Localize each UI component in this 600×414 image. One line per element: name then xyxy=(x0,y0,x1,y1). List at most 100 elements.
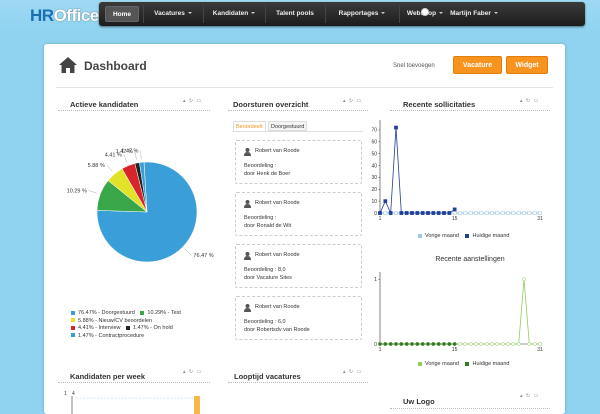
nav-vacatures[interactable]: Vacatures xyxy=(145,6,201,22)
tab-beoordeelt[interactable]: Beoordeelt xyxy=(233,121,266,131)
page-title: Dashboard xyxy=(84,59,147,73)
widget-divider xyxy=(58,382,210,383)
tab-doorgestuurd[interactable]: Doorgestuurd xyxy=(268,121,308,131)
widget-tools[interactable]: ▴ ↻ ▭ xyxy=(343,369,363,375)
nav-rapportages[interactable]: Rapportages xyxy=(327,6,397,22)
data-point xyxy=(484,342,489,346)
legend-item: 5.88% - Nieuw/CV beoordelen xyxy=(71,318,181,326)
data-point xyxy=(436,342,441,346)
slice-leader-line xyxy=(184,248,192,256)
pie-chart: 76.47 % 10.29 % 5.88 %4.41 %1.47 %1.47 % xyxy=(67,148,214,263)
data-point xyxy=(394,342,398,346)
widget-tools[interactable]: ▴ ↻ ▭ xyxy=(183,98,203,104)
y-tick-label: 50 xyxy=(371,151,377,157)
nav-divider xyxy=(143,5,144,23)
data-point xyxy=(500,211,505,215)
user-avatar-icon[interactable] xyxy=(421,8,429,16)
y-tick-label: 40 xyxy=(371,163,377,169)
nav-kandidaten[interactable]: Kandidaten xyxy=(205,6,263,22)
candidate-name: Robert van Roode xyxy=(255,304,300,310)
rated-by: door Ronald de Wit xyxy=(244,223,292,229)
bar xyxy=(194,396,200,414)
legend-swatch xyxy=(465,233,470,238)
rating-label: Beoordeling : xyxy=(244,163,277,169)
aanstellingen-line-chart: 011 15 31 xyxy=(374,272,543,353)
data-point xyxy=(410,211,414,215)
widget-title-actieve-kandidaten: Actieve kandidaten xyxy=(70,100,139,109)
widget-tools[interactable]: ▴ ↻ ▭ xyxy=(520,393,540,399)
data-point xyxy=(415,342,420,346)
header-divider xyxy=(56,87,553,88)
y-tick-label: 0 xyxy=(374,211,377,217)
y-tick-label: 70 xyxy=(371,128,377,134)
chevron-down-icon xyxy=(493,12,498,15)
logo-hr: HR xyxy=(30,6,54,25)
legend-item: 1.47% - Contractprocedure xyxy=(71,333,181,341)
data-point xyxy=(410,342,414,346)
home-icon xyxy=(59,57,77,73)
data-point xyxy=(484,211,489,215)
data-point xyxy=(452,342,457,346)
legend-swatch xyxy=(71,325,75,330)
data-point xyxy=(378,211,382,215)
legend-label: 10.29% - Test xyxy=(147,310,181,316)
candidate-name: Robert van Roode xyxy=(255,252,300,258)
tab-divider xyxy=(233,131,363,132)
data-point xyxy=(383,342,388,346)
data-point xyxy=(468,342,473,346)
x-tick-label: 1 xyxy=(379,216,382,222)
rated-by: door Robertsdv van Roode xyxy=(244,327,310,333)
data-point xyxy=(431,342,436,346)
data-point xyxy=(383,211,388,215)
data-point xyxy=(415,211,420,215)
forward-card[interactable]: Robert van Roode Beoordeling : 8,0 door … xyxy=(235,244,362,288)
rated-by: door Henk de Boer xyxy=(244,171,291,177)
data-point xyxy=(479,211,484,215)
slice-leader-line xyxy=(134,151,137,161)
widget-tools[interactable]: ▴ ↻ ▭ xyxy=(520,98,540,104)
data-point xyxy=(447,342,452,346)
legend-swatch xyxy=(140,310,145,315)
pie-legend: 76.47% - Doorgestuurd 10.29% - Test 5.88… xyxy=(71,310,181,340)
data-point xyxy=(458,342,462,346)
nav-home[interactable]: Home xyxy=(105,6,139,22)
y-tick-label: 20 xyxy=(371,187,377,193)
widget-divider xyxy=(390,110,550,111)
data-point xyxy=(538,211,542,215)
slice-leader-line xyxy=(140,150,142,160)
candidate-name: Robert van Roode xyxy=(255,148,300,154)
person-icon xyxy=(244,252,251,260)
user-name: Martijn Faber xyxy=(450,10,491,17)
data-point xyxy=(447,211,452,215)
chevron-down-icon xyxy=(187,12,192,15)
forward-card[interactable]: Robert van Roode Beoordeling : 6,0 door … xyxy=(235,296,362,340)
forward-card[interactable]: Robert van Roode Beoordeling : door Rona… xyxy=(235,192,362,236)
nav-talent-pools[interactable]: Talent pools xyxy=(267,6,323,22)
x-tick-label: 31 xyxy=(537,347,543,353)
pie-slice xyxy=(139,161,148,213)
widget-tools[interactable]: ▴ ↻ ▭ xyxy=(343,98,363,104)
y-tick-label: 30 xyxy=(371,175,377,181)
data-point xyxy=(474,342,478,346)
data-point xyxy=(463,342,468,346)
data-point xyxy=(522,277,526,282)
widget-tools[interactable]: ▴ ↻ ▭ xyxy=(183,369,203,375)
nav-user-menu[interactable]: Martijn Faber xyxy=(433,6,503,22)
legend-swatch xyxy=(126,325,131,330)
add-widget-button[interactable]: Widget xyxy=(506,56,548,74)
add-vacature-button[interactable]: Vacature xyxy=(453,56,502,74)
legend-label: 5.88% - Nieuw/CV beoordelen xyxy=(78,317,152,324)
app-logo[interactable]: HROffice xyxy=(30,6,99,26)
x-tick-label: 31 xyxy=(537,216,543,222)
kandidaten-per-week-chart: 1 4 xyxy=(64,391,200,414)
series-line xyxy=(379,127,455,214)
data-point xyxy=(479,342,484,346)
data-point xyxy=(388,342,393,346)
slice-leader-line xyxy=(123,154,128,163)
widget-title-kandidaten-per-week: Kandidaten per week xyxy=(70,372,146,381)
data-point xyxy=(490,211,494,215)
legend-label: 1.47% - On hold xyxy=(133,325,173,331)
data-point xyxy=(420,342,425,346)
forward-card[interactable]: Robert van Roode Beoordeling : door Henk… xyxy=(235,140,362,184)
data-point xyxy=(463,211,468,215)
